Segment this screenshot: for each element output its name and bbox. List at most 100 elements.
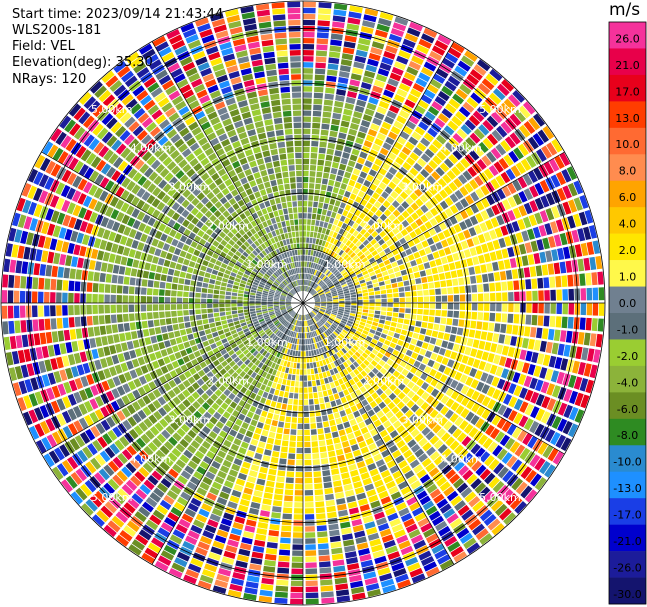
velocity-cell: [181, 265, 188, 272]
velocity-cell: [372, 117, 383, 126]
velocity-cell: [443, 333, 450, 341]
velocity-cell: [212, 331, 219, 338]
velocity-cell: [227, 501, 238, 510]
velocity-cell: [109, 344, 117, 355]
velocity-cell: [331, 192, 338, 200]
velocity-cell: [389, 383, 397, 392]
velocity-cell: [257, 316, 264, 321]
velocity-cell: [317, 531, 328, 538]
velocity-cell: [335, 94, 345, 102]
velocity-cell: [24, 379, 34, 393]
velocity-cell: [166, 363, 174, 372]
velocity-cell: [568, 199, 578, 213]
velocity-cell: [73, 160, 84, 174]
velocity-cell: [28, 393, 38, 407]
velocity-cell: [419, 412, 429, 421]
velocity-cell: [343, 288, 349, 292]
velocity-cell: [363, 179, 371, 188]
velocity-cell: [303, 164, 309, 171]
velocity-cell: [583, 257, 591, 271]
velocity-cell: [583, 226, 592, 241]
velocity-cell: [321, 284, 327, 289]
velocity-cell: [509, 441, 521, 454]
velocity-cell: [307, 344, 311, 351]
velocity-cell: [219, 465, 230, 474]
velocity-cell: [291, 312, 296, 317]
velocity-cell: [458, 106, 471, 118]
velocity-cell: [293, 362, 297, 369]
velocity-cell: [464, 182, 474, 193]
velocity-cell: [550, 289, 556, 301]
velocity-cell: [493, 462, 505, 475]
velocity-cell: [152, 343, 160, 352]
velocity-cell: [231, 310, 238, 315]
velocity-cell: [279, 415, 286, 422]
velocity-cell: [454, 189, 464, 200]
velocity-cell: [314, 304, 321, 307]
velocity-cell: [350, 405, 358, 413]
velocity-cell: [356, 250, 363, 257]
velocity-cell: [415, 278, 422, 284]
velocity-cell: [313, 362, 317, 368]
velocity-cell: [445, 398, 455, 408]
velocity-cell: [374, 290, 381, 295]
velocity-cell: [332, 309, 338, 312]
velocity-cell: [515, 161, 527, 175]
velocity-cell: [304, 459, 312, 466]
velocity-cell: [270, 456, 279, 464]
velocity-cell: [512, 372, 521, 383]
velocity-cell: [347, 413, 355, 421]
velocity-cell: [81, 503, 94, 517]
velocity-cell: [274, 280, 280, 286]
velocity-cell: [514, 303, 520, 313]
velocity-cell: [312, 309, 318, 314]
velocity-cell: [331, 292, 338, 295]
velocity-cell: [119, 333, 126, 342]
velocity-cell: [351, 475, 361, 483]
velocity-cell: [225, 506, 236, 515]
velocity-cell: [230, 527, 243, 536]
velocity-cell: [491, 414, 502, 426]
velocity-cell: [68, 216, 77, 229]
velocity-cell: [248, 470, 258, 478]
velocity-cell: [333, 480, 342, 487]
velocity-cell: [166, 347, 174, 355]
velocity-cell: [329, 286, 336, 291]
velocity-cell: [303, 243, 306, 249]
velocity-cell: [365, 277, 372, 282]
velocity-cell: [432, 361, 441, 370]
velocity-cell: [405, 308, 411, 314]
velocity-cell: [363, 326, 370, 332]
velocity-cell: [70, 472, 83, 485]
velocity-cell: [148, 414, 158, 425]
velocity-cell: [347, 259, 354, 265]
velocity-cell: [325, 279, 331, 284]
velocity-cell: [280, 318, 286, 323]
velocity-cell: [351, 117, 361, 125]
velocity-cell: [88, 184, 98, 197]
velocity-cell: [326, 295, 332, 298]
velocity-cell: [481, 155, 492, 167]
velocity-cell: [303, 231, 307, 237]
velocity-cell: [257, 314, 263, 318]
velocity-cell: [586, 241, 595, 255]
velocity-cell: [405, 120, 417, 130]
velocity-cell: [419, 348, 427, 356]
velocity-cell: [422, 315, 429, 322]
velocity-cell: [253, 539, 266, 547]
velocity-cell: [261, 357, 267, 364]
velocity-cell: [355, 137, 364, 145]
velocity-cell: [318, 258, 322, 265]
velocity-cell: [341, 53, 354, 61]
velocity-cell: [311, 374, 316, 381]
velocity-cell: [310, 312, 314, 317]
velocity-cell: [392, 349, 400, 357]
velocity-cell: [458, 277, 465, 286]
velocity-cell: [550, 431, 561, 446]
velocity-cell: [354, 162, 363, 171]
velocity-cell: [352, 187, 360, 195]
velocity-cell: [157, 240, 165, 249]
velocity-cell: [337, 220, 344, 228]
velocity-cell: [220, 262, 228, 269]
velocity-cell: [101, 131, 113, 144]
